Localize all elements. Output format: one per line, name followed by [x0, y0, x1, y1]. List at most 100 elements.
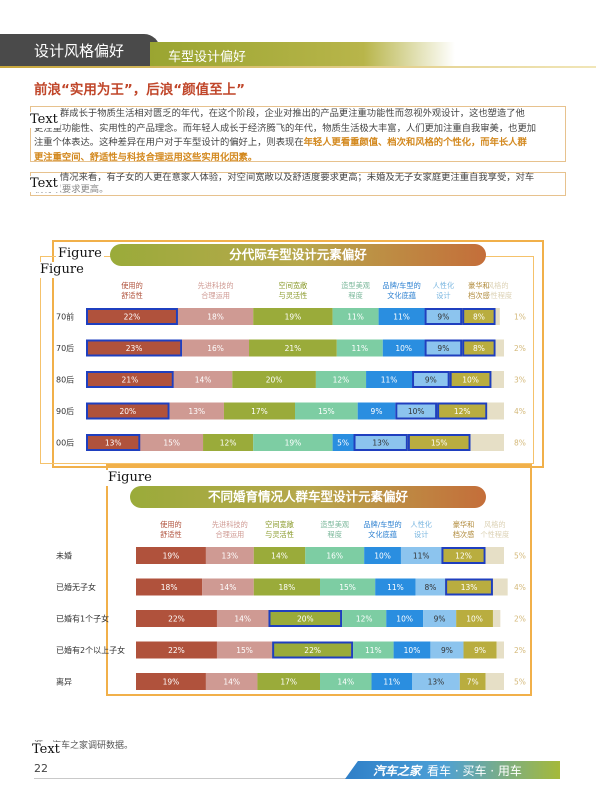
- column-header-2: 与灵活性: [265, 530, 294, 539]
- column-header-5: 设计: [414, 530, 428, 539]
- bar-segment: [216, 641, 273, 659]
- highlight-box: [86, 308, 178, 325]
- column-header-3: 造型美观: [320, 520, 349, 529]
- bar-segment: [491, 371, 504, 388]
- highlight-box: [462, 308, 496, 325]
- data-label: 10%: [404, 646, 421, 655]
- column-header-7: 风格的: [487, 281, 509, 290]
- data-label: 4%: [514, 407, 526, 416]
- bar-segment: [492, 578, 508, 596]
- row-label-3: 90后: [56, 406, 74, 416]
- column-header-1: 合理运用: [201, 291, 230, 300]
- bar-segment: [86, 339, 183, 357]
- row-label-1: 70后: [56, 343, 74, 353]
- data-label: 14%: [195, 376, 212, 385]
- data-label: 12%: [454, 407, 471, 416]
- data-label: 2%: [514, 344, 526, 353]
- bar-segment: [216, 610, 269, 627]
- bar-segment: [495, 308, 500, 325]
- bar-segment: [423, 610, 457, 627]
- paragraph-1-line-c: 注重个体表达。这种差异在用户对于车型设计的偏好上，则表现在: [34, 137, 304, 148]
- data-label: 17%: [280, 678, 297, 687]
- bar-segment: [445, 578, 493, 596]
- data-label: 9%: [425, 376, 437, 385]
- highlight-box: [437, 402, 488, 420]
- highlight-box: [412, 371, 450, 388]
- highlight-box: [272, 641, 354, 659]
- paragraph-1-line-a: 群成长于物质生活相对匮乏的年代，在这个阶段，企业对推出的产品更注重功能性而忽视外…: [60, 108, 525, 119]
- bar-segment: [268, 610, 343, 627]
- paragraph-2-line-b: 辆有以要求更高。: [34, 184, 109, 195]
- bar-segment: [177, 308, 254, 325]
- bar-segment: [336, 339, 383, 357]
- paragraph-2-line-a: 情况来看，有子女的人更在意家人体验，对空间宽敞以及舒适度要求更高；未婚及无子女家…: [60, 172, 535, 183]
- data-label: 14%: [337, 678, 354, 687]
- data-label: 15%: [318, 407, 335, 416]
- bar-segment: [320, 673, 372, 690]
- bar-segment: [353, 434, 408, 451]
- data-label: 12%: [220, 439, 237, 448]
- data-label: 11%: [365, 646, 382, 655]
- row-label-3: 已婚有2个以上子女: [56, 645, 125, 655]
- bar-segment: [182, 339, 250, 357]
- data-label: 19%: [285, 439, 302, 448]
- column-header-5: 人性化: [410, 520, 432, 529]
- data-label: 14%: [234, 615, 251, 624]
- data-label: 19%: [163, 552, 180, 561]
- data-label: 14%: [220, 583, 237, 592]
- paragraph-1-line-b: 更注重功能性、实用性的产品理念。而年轻人成长于经济腾飞的年代，物质生活极大丰富，…: [34, 122, 537, 134]
- data-label: 23%: [126, 344, 143, 353]
- column-header-4: 文化底蕴: [387, 291, 416, 300]
- data-label: 7%: [467, 678, 479, 687]
- column-header-0: 使用的: [121, 281, 143, 290]
- column-header-2: 与灵活性: [279, 291, 308, 300]
- data-label: 10%: [466, 615, 483, 624]
- bar-segment: [463, 641, 497, 659]
- row-label-4: 00后: [56, 438, 74, 448]
- data-label: 8%: [473, 313, 485, 322]
- data-label: 11%: [393, 313, 410, 322]
- bar-segment: [371, 673, 412, 690]
- footer-slogan: 看车 · 买车 · 用车: [427, 764, 522, 778]
- data-label: 11%: [351, 344, 368, 353]
- data-label: 15%: [163, 439, 180, 448]
- column-header-2: 空间宽敞: [265, 520, 295, 529]
- figure-2-frame: [106, 464, 532, 696]
- data-label: 2%: [514, 646, 526, 655]
- bar-segment: [202, 578, 254, 596]
- data-label: 9%: [371, 407, 383, 416]
- bar-segment: [495, 339, 504, 357]
- bar-segment: [332, 434, 354, 451]
- column-header-0: 使用的: [160, 520, 182, 529]
- data-label: 13%: [372, 439, 389, 448]
- footer-divider: [34, 778, 364, 779]
- bar-segment: [364, 547, 401, 564]
- data-label: 10%: [462, 376, 479, 385]
- column-header-5: 人性化: [433, 281, 455, 290]
- data-label: 10%: [396, 615, 413, 624]
- bar-segment: [332, 308, 379, 325]
- highlight-box: [424, 308, 463, 325]
- data-label: 13%: [428, 678, 445, 687]
- data-label: 13%: [222, 552, 239, 561]
- column-header-6: 豪华和: [453, 520, 475, 529]
- bar-segment: [86, 371, 174, 388]
- column-header-7: 个性程度: [483, 291, 512, 300]
- bar-segment: [253, 434, 333, 451]
- chart-1-title: 分代际车型设计元素偏好: [110, 244, 486, 266]
- data-label: 10%: [395, 344, 412, 353]
- bar-segment: [470, 434, 504, 451]
- data-label: 18%: [161, 583, 178, 592]
- layout-tag-figure-1: Figure: [56, 246, 104, 262]
- highlight-box: [424, 339, 463, 357]
- bar-segment: [86, 308, 178, 325]
- data-label: 14%: [223, 678, 240, 687]
- bar-segment: [449, 371, 492, 388]
- bar-segment: [205, 547, 254, 564]
- data-label: 19%: [285, 313, 302, 322]
- data-label: 18%: [279, 583, 296, 592]
- layout-tag-figure-2: Figure: [106, 470, 154, 486]
- data-label: 10%: [408, 407, 425, 416]
- bar-segment: [378, 308, 425, 325]
